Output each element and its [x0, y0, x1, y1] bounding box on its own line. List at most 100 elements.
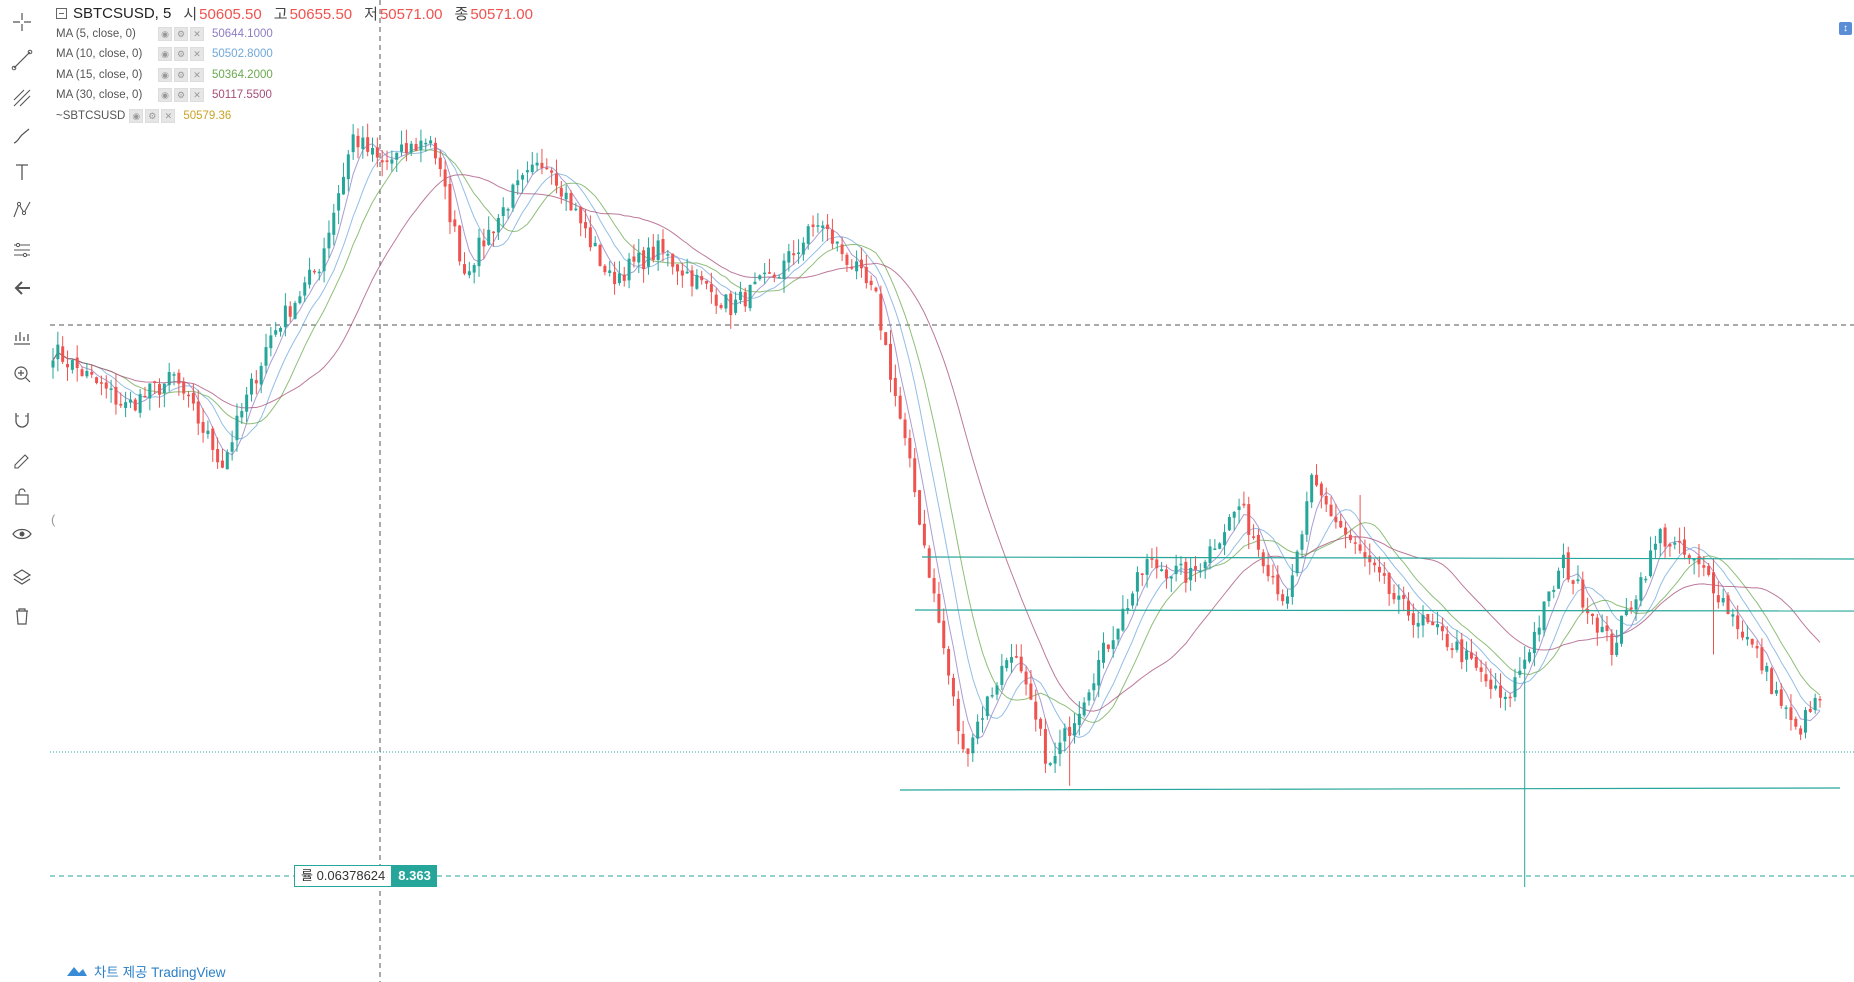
candle-body — [1557, 570, 1561, 589]
indicator-row[interactable]: MA (30, close, 0) ◉ ⚙ ✕ 50117.5500 — [56, 85, 533, 106]
settings-icon[interactable]: ⚙ — [174, 67, 188, 82]
candle-body — [1353, 542, 1357, 544]
candle-body — [767, 272, 771, 274]
candle-body — [279, 327, 283, 332]
candle-body — [1174, 565, 1178, 575]
attribution-text: 차트 제공 TradingView — [94, 965, 226, 980]
candle-body — [545, 167, 549, 170]
remove-icon[interactable]: ✕ — [190, 47, 204, 62]
candle-body — [1416, 622, 1420, 627]
candle-body — [898, 395, 902, 419]
back-arrow-icon[interactable] — [10, 276, 34, 300]
settings-icon[interactable]: ⚙ — [174, 88, 188, 103]
magnet-icon[interactable] — [10, 408, 34, 432]
remove-icon[interactable]: ✕ — [190, 26, 204, 41]
ohlc-label: 시 — [183, 5, 198, 23]
candle-body — [792, 253, 796, 256]
candle-body — [1741, 631, 1745, 638]
candle-body — [1271, 575, 1275, 578]
indicator-row[interactable]: MA (5, close, 0) ◉ ⚙ ✕ 50644.1000 — [56, 24, 533, 45]
eye-icon[interactable]: ◉ — [158, 26, 172, 41]
indicator-list: MA (5, close, 0) ◉ ⚙ ✕ 50644.1000 MA (10, clo… — [56, 24, 533, 127]
eye-icon[interactable]: ◉ — [129, 108, 144, 123]
candle-body — [1034, 701, 1038, 720]
candle-body — [1450, 648, 1454, 651]
indicator-value: 50579.36 — [183, 109, 232, 122]
crosshair-icon[interactable] — [10, 10, 34, 34]
indicator-buttons: ◉ ⚙ ✕ — [129, 108, 176, 123]
eye-icon[interactable] — [10, 522, 34, 546]
candle-body — [1160, 569, 1164, 571]
pitchfork-icon[interactable] — [10, 86, 34, 110]
candle-body — [429, 140, 433, 144]
pattern-icon[interactable] — [10, 198, 34, 222]
candle-body — [492, 231, 496, 234]
candle-body — [637, 252, 641, 263]
candle-body — [1184, 561, 1188, 583]
indicator-row[interactable]: ~SBTCSUSD ◉ ⚙ ✕ 50579.36 — [56, 106, 533, 127]
indicator-row[interactable]: MA (15, close, 0) ◉ ⚙ ✕ 50364.2000 — [56, 65, 533, 86]
trash-icon[interactable] — [10, 604, 34, 628]
remove-icon[interactable]: ✕ — [190, 88, 204, 103]
pane-handle-icon[interactable]: ( — [51, 512, 56, 527]
settings-icon[interactable]: ⚙ — [145, 108, 160, 123]
candle-body — [104, 382, 108, 389]
candle-body — [680, 270, 684, 276]
measure-icon[interactable] — [10, 238, 34, 262]
candle-body — [1818, 698, 1822, 701]
candle-body — [840, 244, 844, 255]
candle-body — [1707, 565, 1711, 575]
candle-body — [1503, 696, 1507, 700]
eye-icon[interactable]: ◉ — [158, 67, 172, 82]
candle-body — [1508, 696, 1512, 699]
scale-settings-icon[interactable]: ↕ — [1839, 22, 1852, 35]
layers-icon[interactable] — [10, 566, 34, 590]
candle-body — [758, 275, 762, 280]
candle-body — [298, 296, 302, 304]
candle-body — [453, 219, 457, 227]
tradingview-attribution[interactable]: 차트 제공 TradingView — [66, 961, 225, 981]
candle-body — [617, 273, 621, 284]
trend-line-icon[interactable] — [10, 48, 34, 72]
collapse-legend-button[interactable] — [56, 7, 67, 19]
candle-body — [1629, 607, 1633, 610]
candle-body — [225, 452, 229, 470]
zoom-icon[interactable] — [10, 362, 34, 386]
candle-body — [1179, 563, 1183, 566]
candle-body — [380, 160, 384, 163]
candle-body — [1784, 707, 1788, 709]
settings-icon[interactable]: ⚙ — [174, 26, 188, 41]
settings-icon[interactable]: ⚙ — [174, 47, 188, 62]
candle-body — [1673, 542, 1677, 545]
candle-body — [1774, 690, 1778, 694]
candle-body — [99, 382, 103, 384]
eye-icon[interactable]: ◉ — [158, 47, 172, 62]
text-icon[interactable] — [10, 160, 34, 184]
candle-body — [1668, 544, 1672, 547]
ma-line-30 — [52, 174, 1821, 712]
eye-icon[interactable]: ◉ — [158, 88, 172, 103]
candle-body — [1808, 708, 1812, 712]
candle-body — [414, 144, 418, 151]
candle-body — [356, 135, 360, 148]
remove-icon[interactable]: ✕ — [161, 108, 176, 123]
brush-icon[interactable] — [10, 124, 34, 148]
candle-body — [927, 548, 931, 578]
candle-body — [1494, 685, 1498, 689]
indicator-row[interactable]: MA (10, close, 0) ◉ ⚙ ✕ 50502.8000 — [56, 44, 533, 65]
remove-icon[interactable]: ✕ — [190, 67, 204, 82]
candle-body — [1649, 550, 1653, 577]
candle-body — [879, 293, 883, 331]
indicator-name: MA (10, close, 0) — [56, 48, 143, 61]
candle-body — [574, 208, 578, 211]
candle-body — [1552, 589, 1556, 592]
candle-body — [56, 344, 60, 360]
unlock-icon[interactable] — [10, 484, 34, 508]
lock-drawing-icon[interactable] — [10, 446, 34, 470]
candle-body — [80, 369, 84, 377]
forecast-icon[interactable] — [10, 324, 34, 348]
candle-body — [288, 306, 292, 317]
symbol-title: SBTCSUSD, 5 — [73, 4, 172, 22]
candle-body — [395, 152, 399, 160]
